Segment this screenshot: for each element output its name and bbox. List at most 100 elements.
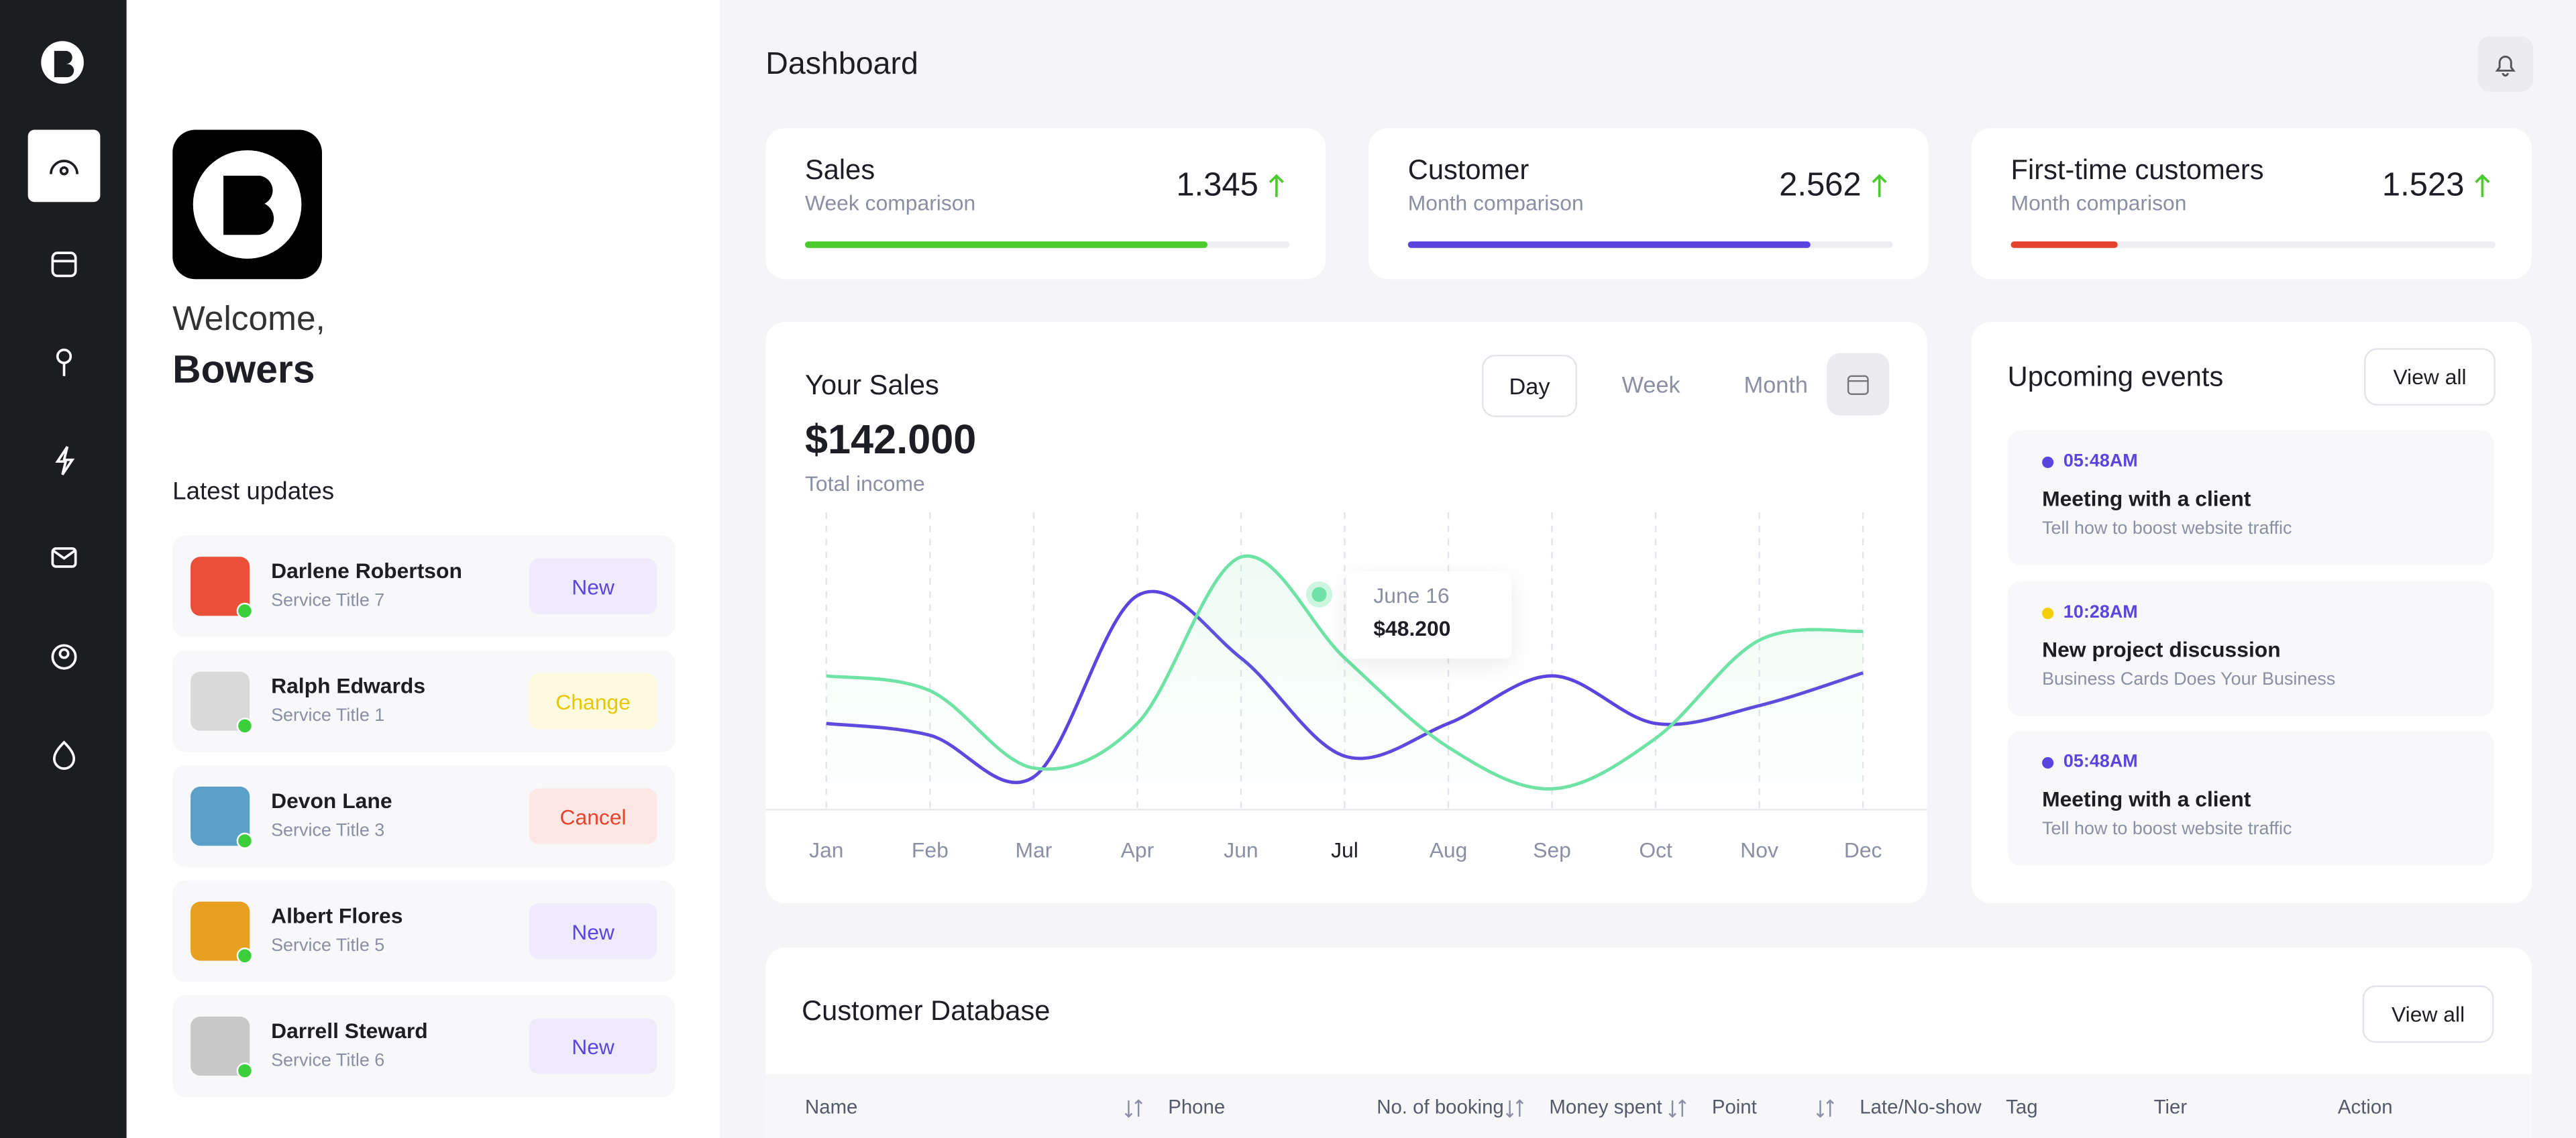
sort-icon[interactable] [1668,1097,1687,1119]
stat-subtitle: Week comparison [805,190,976,215]
sort-arrows [1505,1099,1524,1119]
update-item: Darlene Robertson Service Title 7 New [172,535,676,638]
progress-bar [2010,241,2118,248]
line [826,554,1864,791]
total-label: Total income [805,471,925,496]
event-item[interactable]: 05:48AM Meeting with a client Tell how to … [2007,730,2494,866]
stat-card: Sales Week comparison 1.345 [765,128,1326,280]
sort-icon[interactable] [1124,1097,1143,1119]
update-subtitle: Service Title 1 [271,706,385,726]
user-name: Bowers [172,348,315,393]
notifications[interactable] [2477,36,2534,93]
x-tick-label: Aug [1430,838,1468,862]
events-view-all[interactable]: View all [2364,348,2496,406]
event-title: Meeting with a client [2042,486,2251,511]
column-header[interactable]: Late/No-show [1860,1095,1982,1119]
stat-value: 1.345 [1176,167,1258,204]
sidebar [0,0,127,1138]
progress-track [2010,241,2496,248]
update-name: Darlene Robertson [271,558,462,583]
update-action[interactable]: New [529,558,657,614]
chart: Jan Feb Mar Apr Jun Jul Aug Sep Oct Nov Dec [765,512,1927,862]
tab[interactable]: Month [1743,371,1808,398]
x-tick-label: Oct [1639,838,1672,862]
x-tick-label: Jan [809,838,843,862]
customers-view-all[interactable]: View all [2362,985,2494,1043]
update-name: Albert Flores [271,903,403,928]
calendar-icon [1847,375,1869,395]
stat-title: Customer [1407,154,1529,186]
column-header[interactable]: Point [1711,1095,1757,1119]
x-tick-label: Apr [1121,838,1155,862]
column-header[interactable]: Name [805,1095,858,1119]
event-subtitle: Business Cards Does Your Business [2042,669,2336,689]
event-item[interactable]: 10:28AM New project discussion Business Ca… [2007,580,2494,716]
sort-arrows [1816,1099,1834,1119]
status-dot [236,718,254,734]
update-name: Devon Lane [271,788,392,813]
column-header[interactable]: No. of booking [1377,1095,1504,1119]
total: $142.000 [805,417,977,463]
update-subtitle: Service Title 7 [271,591,385,612]
sort-arrows [1668,1099,1686,1119]
stat-title: First-time customers [2010,154,2264,186]
column-header[interactable]: Tier [2153,1095,2188,1119]
trend-arrow [1269,172,1285,198]
sidebar-icons [28,41,101,770]
tooltip-date: June 16 [1373,583,1450,608]
update-subtitle: Service Title 6 [271,1051,385,1071]
area [826,556,1864,810]
event-dot [2042,456,2054,468]
tab[interactable]: Week [1621,371,1680,398]
update-action[interactable]: Cancel [529,788,657,844]
trend-arrow [2474,172,2490,198]
chart-title: Your Sales [805,369,939,401]
event-title: Meeting with a client [2042,787,2251,811]
update-action[interactable]: New [529,903,657,960]
x-tick-label: Jun [1224,838,1258,862]
x-tick-label: Feb [912,838,949,862]
calendar-button[interactable] [1827,353,1890,416]
stat-title: Sales [805,154,875,186]
event-subtitle: Tell how to boost website traffic [2042,518,2292,539]
nav-active[interactable] [28,129,101,203]
sort-icon[interactable] [1505,1097,1524,1119]
update-action[interactable]: Change [529,673,657,730]
trend-arrow [1871,172,1887,198]
event-time: 05:48AM [2063,752,2138,773]
events-title: Upcoming events [2007,361,2224,393]
update-name: Darrell Steward [271,1018,428,1043]
column-header[interactable]: Money spent [1549,1095,1662,1119]
update-item: Albert Flores Service Title 5 New [172,880,676,982]
brand-logo [172,129,323,280]
left-panel: Welcome, Bowers Latest updates Darlene R… [128,0,720,1138]
stat-card: Customer Month comparison 2.562 [1368,128,1929,280]
progress-track [805,241,1290,248]
customers-card: Customer Database View all Name Phone No. … [765,948,2532,1138]
tooltip: June 16 $48.200 [1347,571,1512,659]
stat-value: 2.562 [1779,167,1862,204]
status-dot [236,1062,254,1079]
event-time: 05:48AM [2063,451,2138,471]
page-title: Dashboard [765,48,918,82]
column-header[interactable]: Tag [2006,1095,2038,1119]
x-tick-label: Jul [1331,838,1358,862]
events-card: Upcoming events View all 05:48AM Meeting … [1971,322,2532,903]
column-header[interactable]: Phone [1168,1095,1226,1119]
x-tick-label: Mar [1015,838,1052,862]
tab[interactable]: Day [1481,354,1578,418]
column-header[interactable]: Action [2337,1095,2393,1119]
stat-subtitle: Month comparison [1407,190,1584,215]
sort-icon[interactable] [1815,1097,1835,1119]
stat-subtitle: Month comparison [2010,190,2187,215]
update-action[interactable]: New [529,1018,657,1074]
welcome: Welcome, [172,300,325,339]
update-subtitle: Service Title 5 [271,935,385,956]
update-item: Darrell Steward Service Title 6 New [172,995,676,1097]
tooltip-value: $48.200 [1373,616,1451,641]
event-item[interactable]: 05:48AM Meeting with a client Tell how to … [2007,430,2494,565]
stat-value: 1.523 [2381,167,2465,204]
x-tick-label: Dec [1844,838,1882,862]
update-name: Ralph Edwards [271,673,426,698]
